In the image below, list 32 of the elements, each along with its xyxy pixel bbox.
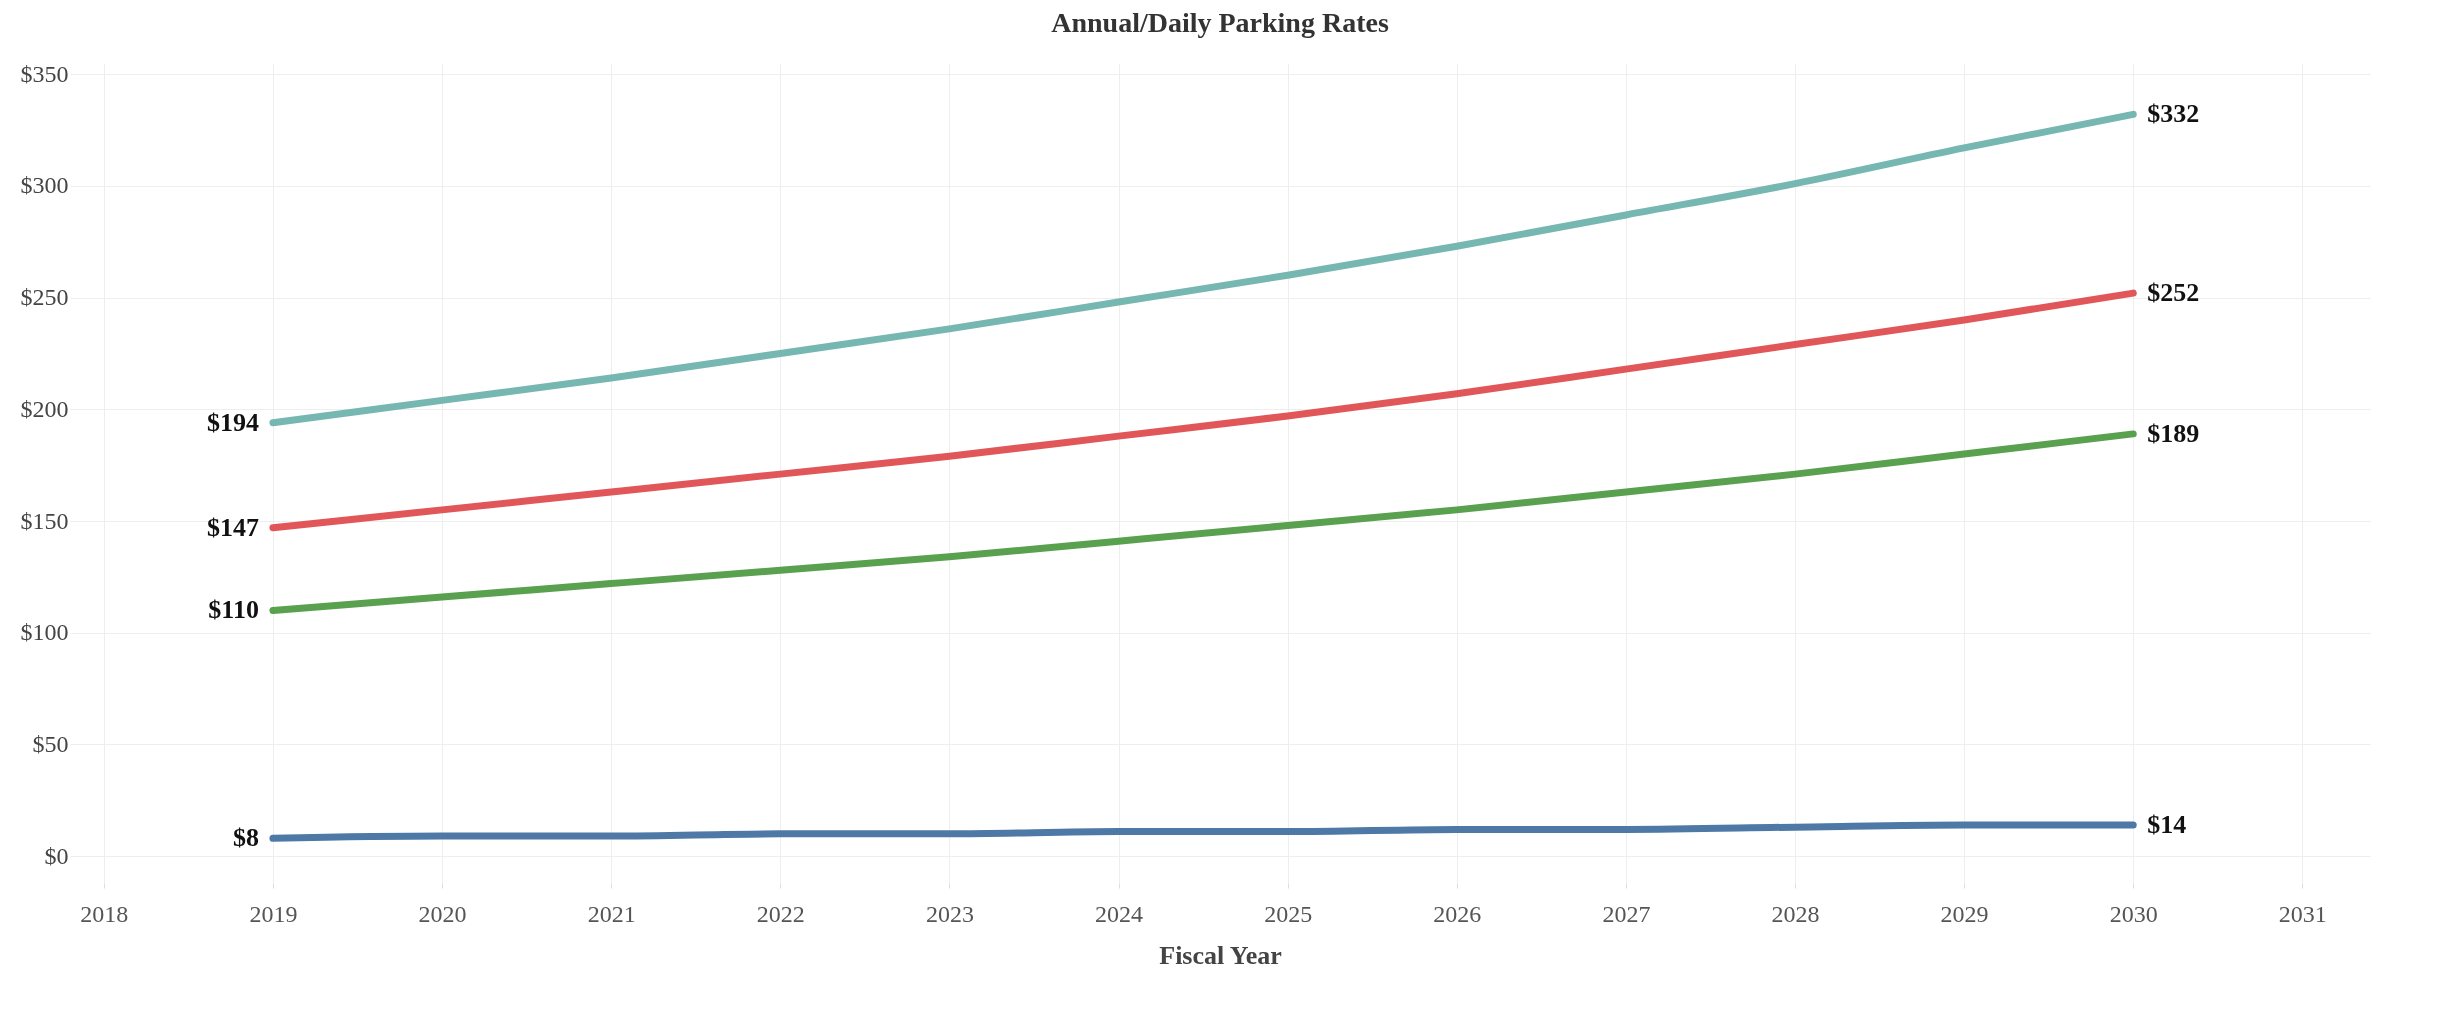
x-tick-label: 2020 [418,900,467,927]
x-tick-label: 2030 [2109,900,2158,927]
x-tick-label: 2019 [249,900,298,927]
data-label: $147 [206,512,259,542]
y-tick-label: $350 [20,60,69,87]
y-tick-label: $0 [44,842,69,869]
x-tick-label: 2028 [1771,900,1820,927]
x-tick-label: 2026 [1433,900,1482,927]
data-label: $194 [206,407,259,437]
x-tick-label: 2018 [80,900,129,927]
x-tick-label: 2024 [1095,900,1144,927]
chart-title: Annual/Daily Parking Rates [1051,7,1389,39]
data-label: $332 [2147,99,2200,129]
y-tick-label: $150 [20,507,69,534]
x-tick-label: 2031 [2278,900,2327,927]
data-label: $14 [2147,809,2187,839]
x-tick-label: 2022 [756,900,805,927]
y-tick-label: $100 [20,619,69,646]
y-tick-label: $300 [20,172,69,199]
x-tick-label: 2023 [925,900,974,927]
data-label: $189 [2147,418,2200,448]
y-tick-label: $200 [20,395,69,422]
data-label: $8 [232,823,259,853]
x-tick-label: 2025 [1264,900,1313,927]
y-tick-label: $50 [32,730,69,757]
x-tick-label: 2029 [1940,900,1989,927]
y-tick-label: $250 [20,284,69,311]
x-tick-label: 2027 [1602,900,1651,927]
data-label: $110 [208,595,259,625]
x-axis-title: Fiscal Year [1159,940,1282,970]
x-tick-label: 2021 [587,900,636,927]
data-label: $252 [2147,278,2200,308]
